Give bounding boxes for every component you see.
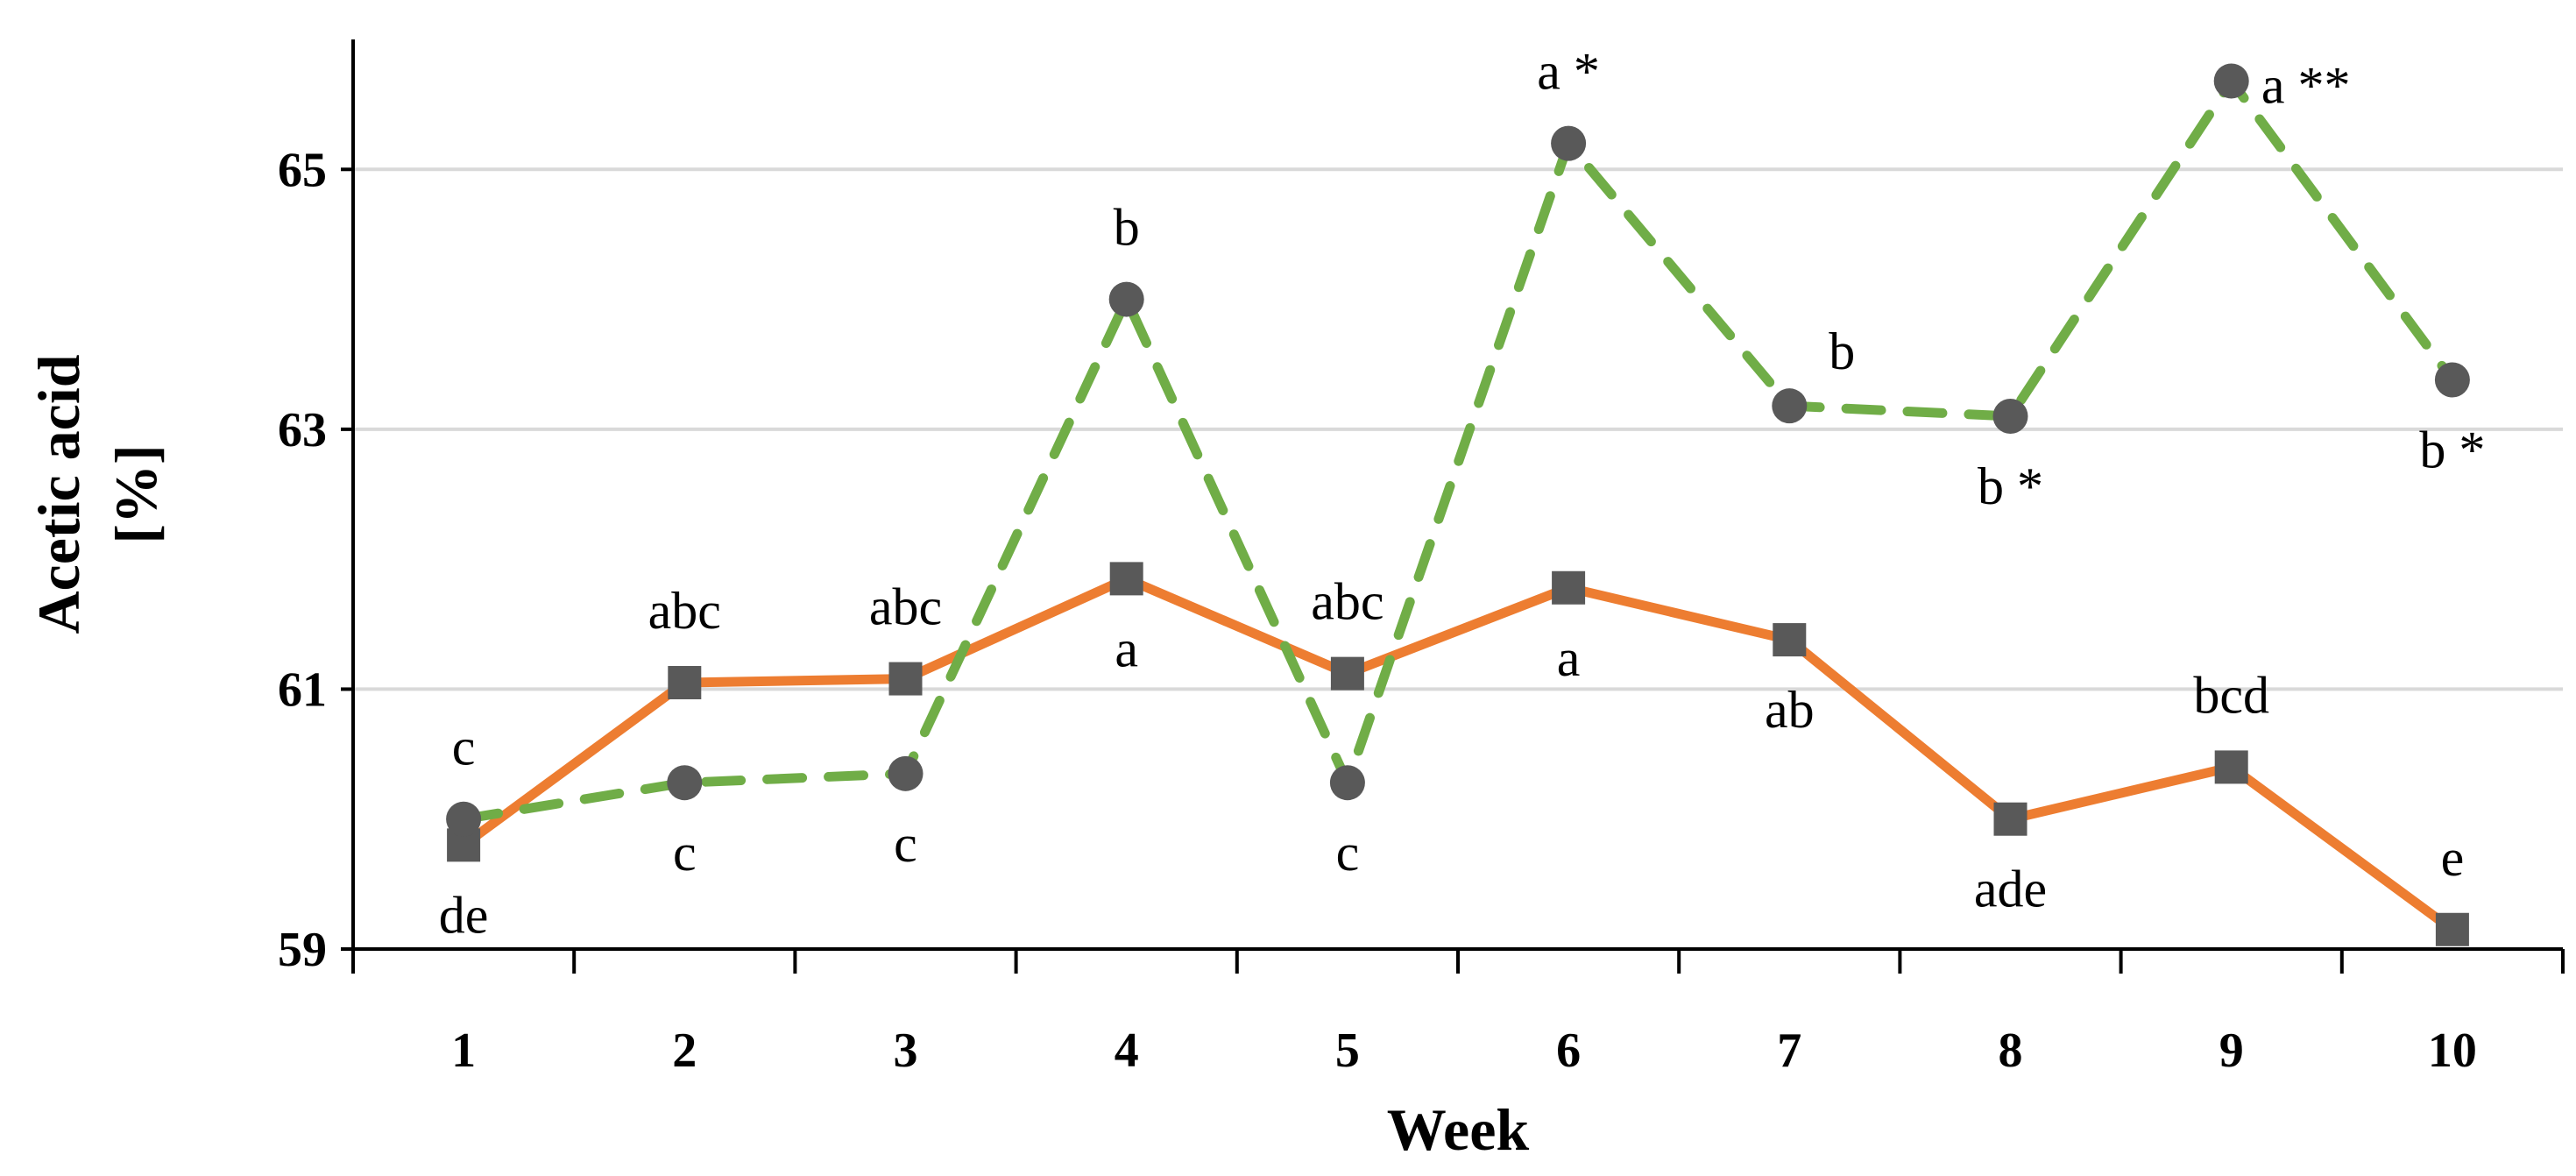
series-green-dashed-label-week-9: a ** xyxy=(2261,56,2351,114)
series-green-dashed-point-week-8 xyxy=(1992,399,2028,435)
series-green-dashed-label-week-3: c xyxy=(894,815,917,873)
x-axis-title: Week xyxy=(1387,1096,1530,1163)
axes xyxy=(341,39,2565,974)
series-orange-solid-point-week-4 xyxy=(1109,562,1143,596)
series-green-dashed-point-week-7 xyxy=(1772,388,1808,424)
series-green-dashed-point-week-3 xyxy=(888,755,924,791)
series-orange-solid-label-week-9: bcd xyxy=(2193,666,2269,724)
series-green-dashed-label-week-6: a * xyxy=(1537,43,1600,101)
series-green-dashed-point-week-10 xyxy=(2434,362,2470,398)
series-orange-solid-label-week-5: abc xyxy=(1311,573,1384,631)
series-green-dashed-line xyxy=(458,75,2458,825)
y-tick-label: 65 xyxy=(278,143,327,197)
series-orange-solid-point-week-2 xyxy=(668,666,702,700)
series-lines xyxy=(458,75,2458,934)
series-green-dashed-point-week-9 xyxy=(2213,63,2249,99)
y-tick-label: 61 xyxy=(278,662,327,717)
series-green-dashed-point-week-1 xyxy=(446,801,482,837)
series-green-dashed-label-week-2: c xyxy=(673,824,697,882)
series-orange-solid-label-week-7: ab xyxy=(1765,681,1815,739)
gridlines xyxy=(353,167,2563,691)
x-tick-label: 10 xyxy=(2428,1024,2477,1078)
x-tick-label: 2 xyxy=(672,1024,697,1078)
x-tick-label: 4 xyxy=(1115,1024,1139,1078)
data-markers xyxy=(446,63,2470,946)
series-orange-solid-point-week-10 xyxy=(2435,912,2469,946)
series-green-dashed-point-week-2 xyxy=(667,765,703,801)
y-axis-title: Acetic acid [%] xyxy=(25,354,169,634)
series-green-dashed-label-week-10: b * xyxy=(2419,422,2485,479)
y-axis-title-line: Acetic acid xyxy=(25,354,92,634)
series-orange-solid-point-week-7 xyxy=(1773,623,1807,657)
series-orange-solid-label-week-8: ade xyxy=(1974,861,2047,918)
series-orange-solid-label-week-10: e xyxy=(2441,829,2465,887)
series-orange-solid-point-week-8 xyxy=(1993,802,2028,836)
series-orange-solid-label-week-2: abc xyxy=(648,582,721,640)
x-tick-label: 3 xyxy=(894,1024,918,1078)
series-orange-solid-point-week-5 xyxy=(1330,656,1364,691)
y-tick-label: 63 xyxy=(278,403,327,457)
series-green-dashed-label-week-1: c xyxy=(452,719,476,776)
series-orange-solid-line xyxy=(460,573,2456,934)
series-green-dashed-label-week-5: c xyxy=(1336,824,1360,882)
series-orange-solid-point-week-6 xyxy=(1552,570,1586,605)
significance-labels: de abc abc a abc a ab ade bcd e c c c b c a * b b * a ** b … xyxy=(439,43,2486,945)
x-tick-label: 6 xyxy=(1556,1024,1581,1078)
series-orange-solid-label-week-4: a xyxy=(1115,620,1138,677)
series-green-dashed-point-week-5 xyxy=(1329,765,1365,801)
series-green-dashed-point-week-4 xyxy=(1108,281,1144,317)
y-axis-title-line: [%] xyxy=(103,444,169,543)
series-orange-solid-label-week-6: a xyxy=(1557,629,1581,687)
series-green-dashed-label-week-4: b xyxy=(1114,199,1140,257)
series-green-dashed-label-week-7: b xyxy=(1829,322,1855,380)
series-orange-solid-label-week-1: de xyxy=(439,886,489,944)
x-tick-label: 8 xyxy=(1999,1024,2023,1078)
x-tick-label: 5 xyxy=(1335,1024,1360,1078)
series-orange-solid-point-week-9 xyxy=(2214,750,2248,784)
x-tick-label: 7 xyxy=(1777,1024,1801,1078)
series-orange-solid-point-week-3 xyxy=(888,662,923,696)
series-green-dashed-point-week-6 xyxy=(1551,125,1587,161)
y-tick-label: 59 xyxy=(278,923,327,977)
x-tick-label: 1 xyxy=(451,1024,476,1078)
tick-labels: 59 61 63 65 1 2 3 4 5 6 7 8 9 10 xyxy=(278,143,2477,1078)
x-tick-label: 9 xyxy=(2219,1024,2244,1078)
series-orange-solid-label-week-3: abc xyxy=(869,578,942,636)
series-green-dashed-label-week-8: b * xyxy=(1978,457,2043,515)
